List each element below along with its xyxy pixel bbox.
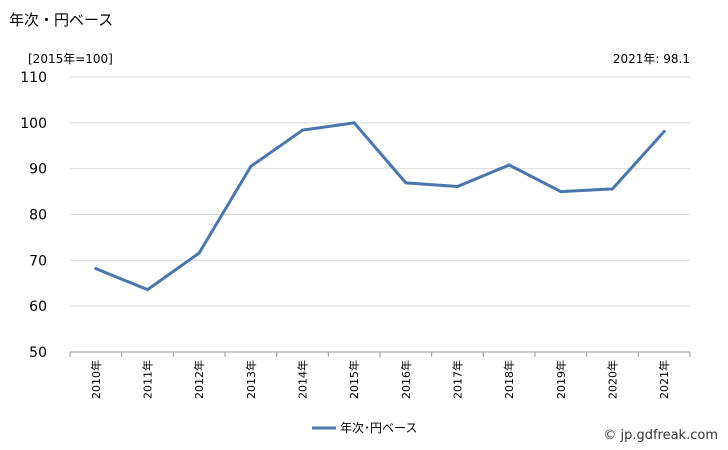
data-point (146, 288, 149, 292)
data-point (611, 187, 614, 191)
chart-title: 年次・円ベース (9, 11, 114, 29)
x-tick-label: 2021年 (657, 360, 671, 399)
data-point (507, 163, 511, 167)
x-tick-label: 2018年 (502, 360, 516, 399)
x-tick-label: 2011年 (141, 360, 155, 399)
x-tick-label: 2019年 (554, 360, 568, 399)
legend-label: 年次･円ベース (340, 421, 417, 435)
data-point (197, 251, 201, 255)
x-tick-label: 2020年 (606, 360, 620, 399)
y-tick-label: 100 (20, 116, 47, 132)
y-tick-label: 70 (29, 253, 47, 269)
series-line (94, 121, 666, 292)
x-tick-label: 2012年 (192, 360, 206, 399)
y-tick-label: 110 (20, 70, 47, 86)
y-tick-label: 60 (29, 299, 47, 315)
y-tick-label: 50 (29, 345, 47, 361)
data-point (456, 185, 459, 189)
data-point (249, 164, 253, 168)
source-credit: © jp.gdfreak.com (603, 428, 718, 443)
x-tick-label: 2016年 (399, 360, 413, 399)
latest-value-note: 2021年: 98.1 (612, 52, 690, 66)
data-point (94, 267, 98, 271)
x-tick-label: 2015年 (347, 360, 361, 399)
unit-note: [2015年=100] (28, 52, 113, 66)
data-point (662, 130, 666, 134)
x-tick-label: 2017年 (451, 360, 465, 399)
data-point (559, 190, 563, 194)
x-tick-label: 2013年 (244, 360, 258, 399)
data-point (301, 128, 304, 132)
y-tick-label: 80 (29, 208, 47, 224)
data-point (404, 181, 408, 185)
data-point (352, 121, 356, 125)
x-tick-label: 2014年 (296, 360, 310, 399)
x-tick-label: 2010年 (89, 360, 103, 399)
y-tick-label: 90 (29, 162, 47, 178)
